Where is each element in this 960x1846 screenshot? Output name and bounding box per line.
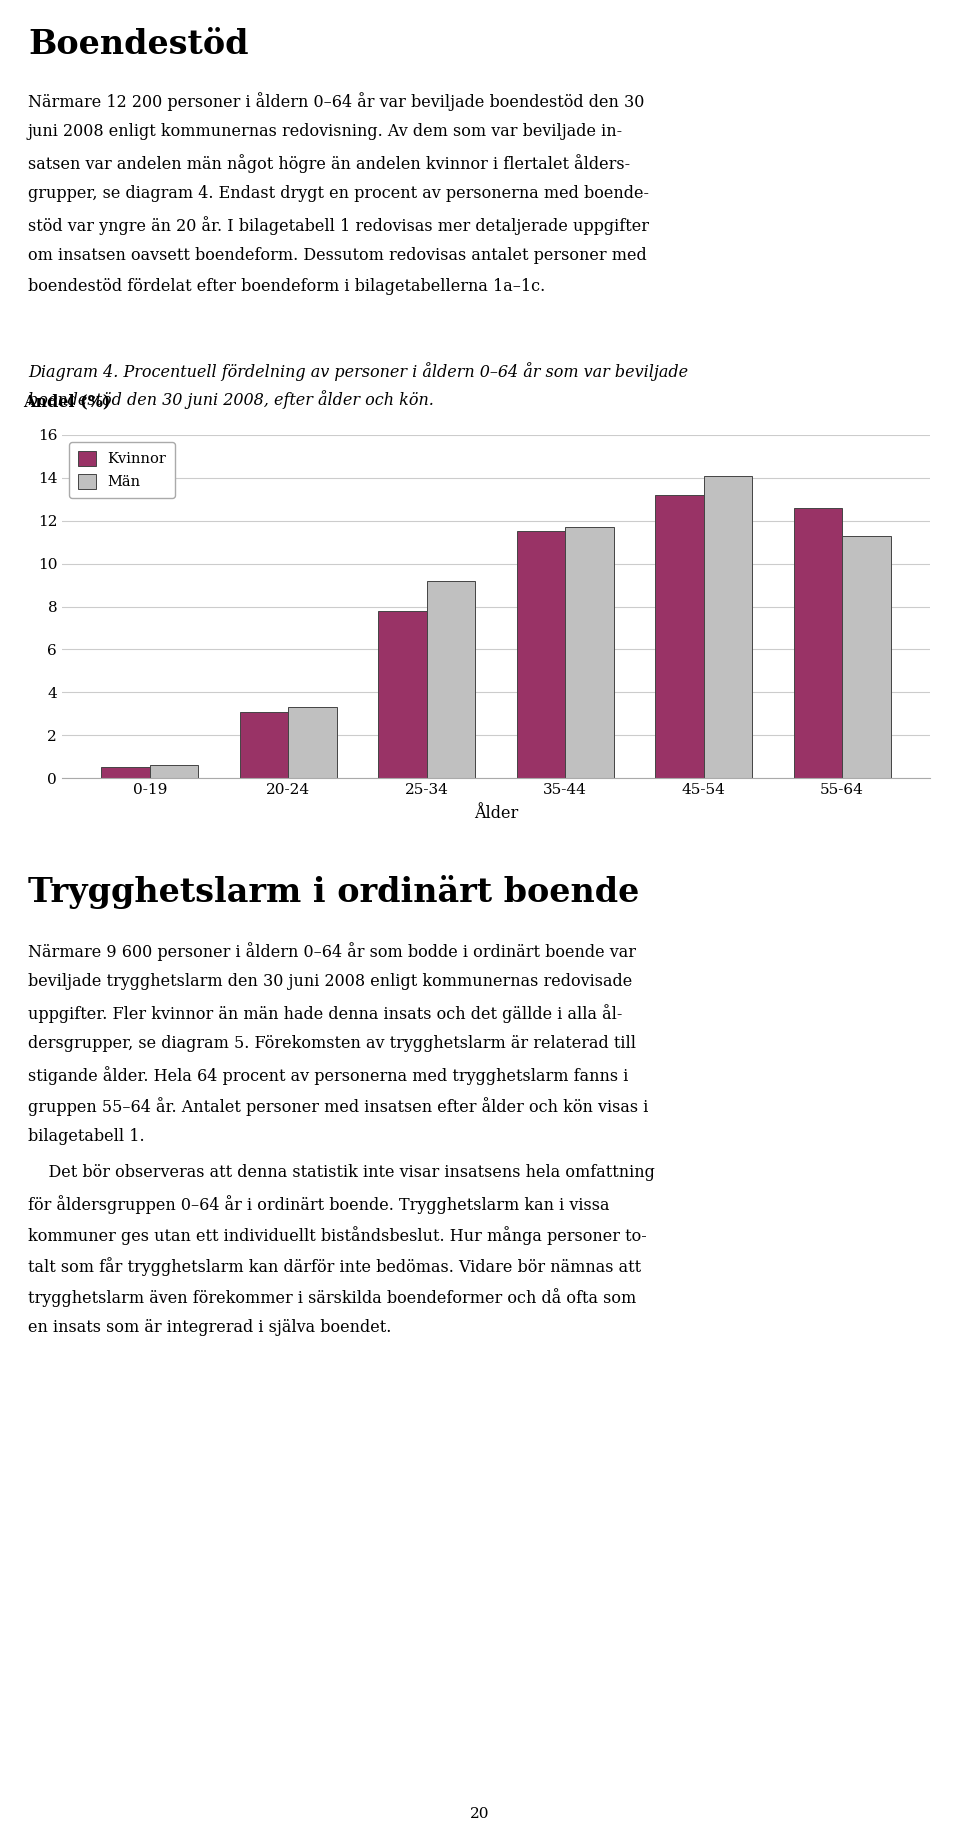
Text: Trygghetslarm i ordinärt boende: Trygghetslarm i ordinärt boende xyxy=(28,875,639,908)
Text: talt som får trygghetslarm kan därför inte bedömas. Vidare bör nämnas att: talt som får trygghetslarm kan därför in… xyxy=(28,1257,641,1276)
Text: bilagetabell 1.: bilagetabell 1. xyxy=(28,1128,145,1145)
Text: om insatsen oavsett boendeform. Dessutom redovisas antalet personer med: om insatsen oavsett boendeform. Dessutom… xyxy=(28,247,647,264)
Text: Andel (%): Andel (%) xyxy=(23,393,110,410)
Bar xyxy=(794,508,842,777)
Text: stöd var yngre än 20 år. I bilagetabell 1 redovisas mer detaljerade uppgifter: stöd var yngre än 20 år. I bilagetabell … xyxy=(28,216,649,234)
X-axis label: Ålder: Ålder xyxy=(474,805,518,821)
Bar xyxy=(378,611,427,777)
Bar xyxy=(704,476,752,777)
Text: boendestöd fördelat efter boendeform i bilagetabellerna 1a–1c.: boendestöd fördelat efter boendeform i b… xyxy=(28,279,545,295)
Legend: Kvinnor, Män: Kvinnor, Män xyxy=(69,443,175,498)
Text: kommuner ges utan ett individuellt biståndsbeslut. Hur många personer to-: kommuner ges utan ett individuellt bistå… xyxy=(28,1226,647,1244)
Bar xyxy=(427,581,475,777)
Text: Boendestöd: Boendestöd xyxy=(28,28,249,61)
Bar xyxy=(288,707,337,777)
Bar xyxy=(150,764,199,777)
Text: dersgrupper, se diagram 5. Förekomsten av trygghetslarm är relaterad till: dersgrupper, se diagram 5. Förekomsten a… xyxy=(28,1036,636,1052)
Text: en insats som är integrerad i själva boendet.: en insats som är integrerad i själva boe… xyxy=(28,1320,392,1337)
Text: trygghetslarm även förekommer i särskilda boendeformer och då ofta som: trygghetslarm även förekommer i särskild… xyxy=(28,1289,636,1307)
Bar xyxy=(516,532,565,777)
Text: Det bör observeras att denna statistik inte visar insatsens hela omfattning: Det bör observeras att denna statistik i… xyxy=(28,1165,655,1181)
Text: Närmare 9 600 personer i åldern 0–64 år som bodde i ordinärt boende var: Närmare 9 600 personer i åldern 0–64 år … xyxy=(28,941,636,962)
Text: boendestöd den 30 juni 2008, efter ålder och kön.: boendestöd den 30 juni 2008, efter ålder… xyxy=(28,390,434,410)
Bar xyxy=(102,768,150,777)
Bar xyxy=(565,528,613,777)
Bar xyxy=(240,711,288,777)
Text: uppgifter. Fler kvinnor än män hade denna insats och det gällde i alla ål-: uppgifter. Fler kvinnor än män hade denn… xyxy=(28,1004,622,1023)
Text: Diagram 4. Procentuell fördelning av personer i åldern 0–64 år som var beviljade: Diagram 4. Procentuell fördelning av per… xyxy=(28,362,688,380)
Text: 20: 20 xyxy=(470,1807,490,1820)
Text: Närmare 12 200 personer i åldern 0–64 år var beviljade boendestöd den 30: Närmare 12 200 personer i åldern 0–64 år… xyxy=(28,92,644,111)
Text: gruppen 55–64 år. Antalet personer med insatsen efter ålder och kön visas i: gruppen 55–64 år. Antalet personer med i… xyxy=(28,1097,648,1115)
Text: grupper, se diagram 4. Endast drygt en procent av personerna med boende-: grupper, se diagram 4. Endast drygt en p… xyxy=(28,185,649,201)
Text: för åldersgruppen 0–64 år i ordinärt boende. Trygghetslarm kan i vissa: för åldersgruppen 0–64 år i ordinärt boe… xyxy=(28,1194,610,1215)
Text: stigande ålder. Hela 64 procent av personerna med trygghetslarm fanns i: stigande ålder. Hela 64 procent av perso… xyxy=(28,1065,629,1085)
Text: juni 2008 enligt kommunernas redovisning. Av dem som var beviljade in-: juni 2008 enligt kommunernas redovisning… xyxy=(28,124,623,140)
Text: beviljade trygghetslarm den 30 juni 2008 enligt kommunernas redovisade: beviljade trygghetslarm den 30 juni 2008… xyxy=(28,973,633,989)
Text: satsen var andelen män något högre än andelen kvinnor i flertalet ålders-: satsen var andelen män något högre än an… xyxy=(28,153,630,174)
Bar xyxy=(656,495,704,777)
Bar xyxy=(842,535,891,777)
